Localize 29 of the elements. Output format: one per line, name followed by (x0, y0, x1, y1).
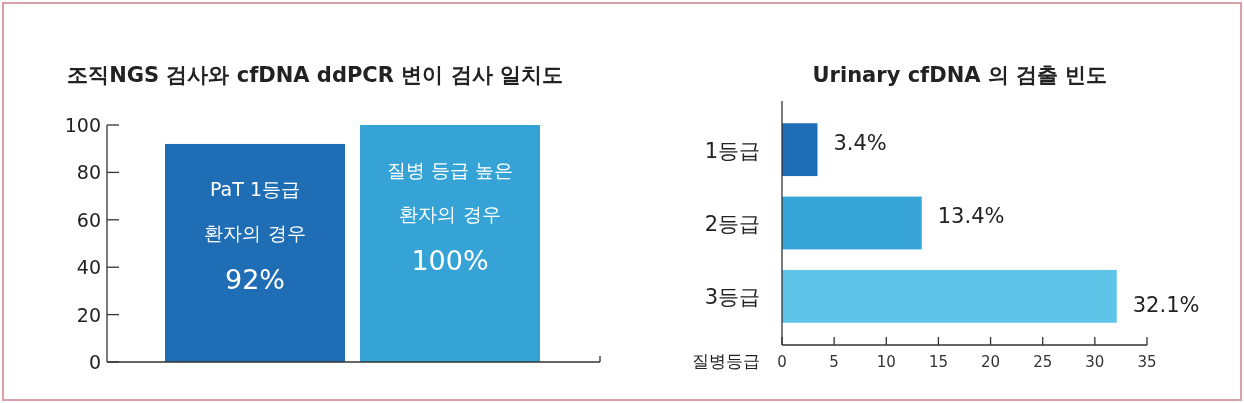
bar (782, 269, 1117, 323)
y-tick-label: 2등급 (704, 212, 760, 236)
x-tick-label: 0 (777, 353, 787, 371)
data-label: 13.4% (937, 204, 1005, 228)
data-label: 32.1% (1132, 293, 1200, 318)
chart-title: Urinary cfDNA 의 검출 빈도 (812, 63, 1108, 87)
x-tick-label: 35 (1137, 353, 1157, 371)
x-tick-label: 30 (1085, 353, 1105, 371)
x-tick-label: 20 (981, 353, 1001, 371)
bar (782, 123, 818, 177)
y-tick-label: 40 (76, 256, 101, 279)
y-tick-label: 1등급 (704, 138, 760, 163)
data-label: 100% (411, 245, 489, 276)
data-label: 92% (224, 263, 286, 295)
x-tick-label: 15 (928, 353, 948, 371)
data-label: 3.4% (833, 130, 887, 155)
x-tick-label: PaT 1등급 환자의 경우 (204, 177, 306, 244)
x-tick-label: 25 (1033, 353, 1053, 371)
y-tick-label: 3등급 (704, 285, 760, 310)
x-tick-label: 질병 등급 높은 환자의 경우 (386, 159, 514, 225)
x-tick-label: 10 (876, 353, 896, 371)
chart-title: 조직NGS 검사와 cfDNA ddPCR 변이 검사 일치도 (67, 63, 563, 87)
y-tick-label: 80 (76, 161, 101, 184)
y-axis-title: 질병등급 (692, 351, 760, 371)
y-tick-label: 60 (76, 208, 101, 231)
x-tick-label: 5 (829, 353, 839, 371)
y-tick-label: 100 (64, 114, 101, 136)
bar (782, 196, 922, 250)
y-tick-label: 20 (76, 303, 101, 326)
